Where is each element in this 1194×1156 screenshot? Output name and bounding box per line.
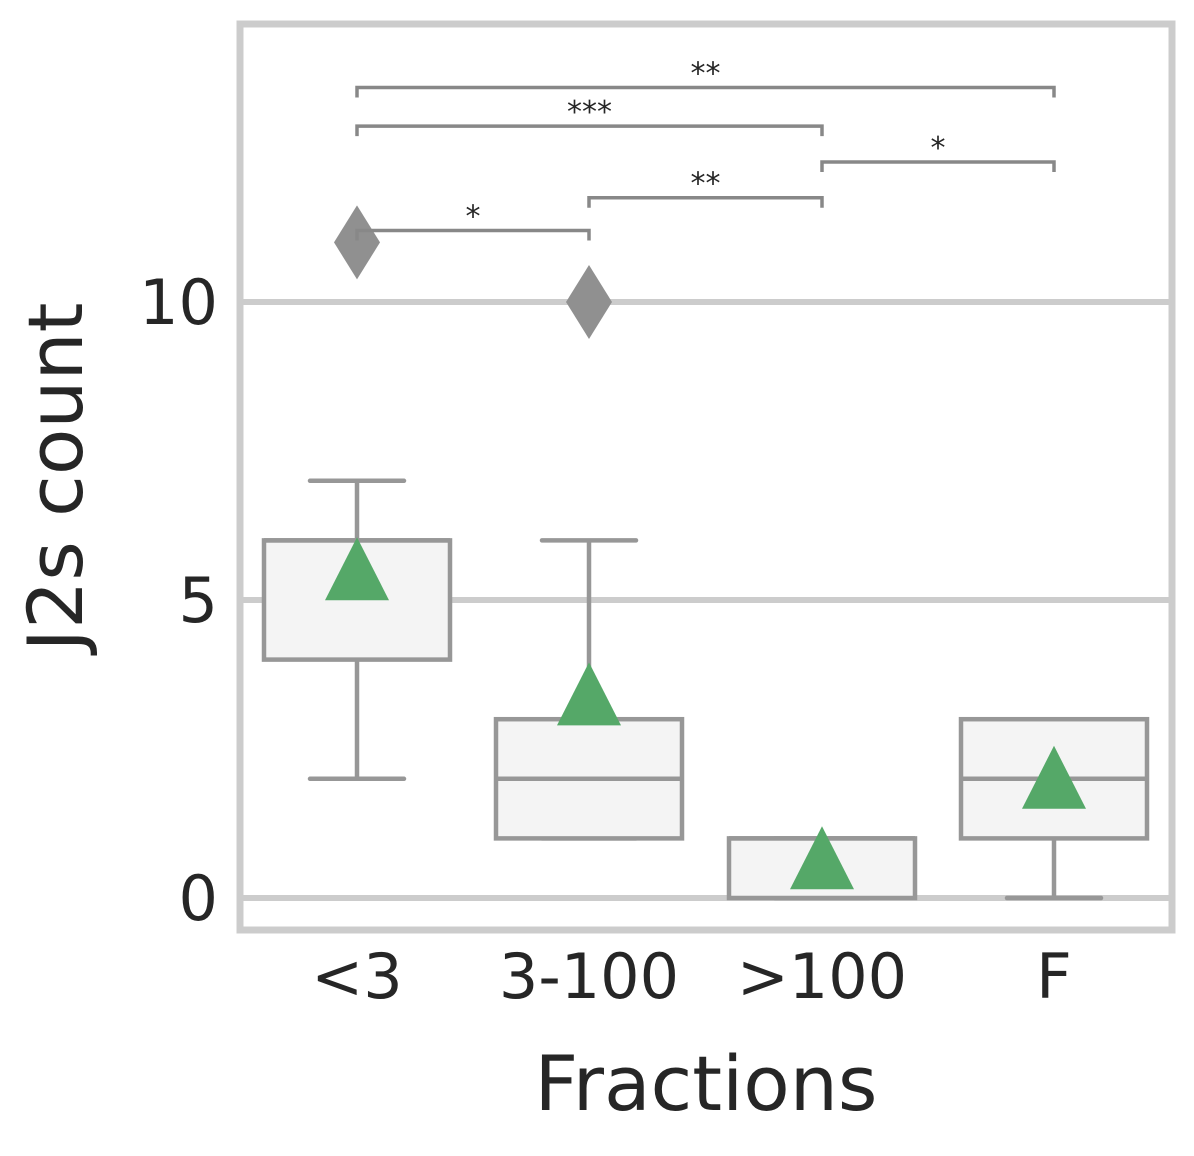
outlier-point — [566, 265, 612, 339]
significance-label: *** — [567, 95, 612, 130]
x-tick-label-2: >100 — [737, 940, 907, 1013]
x-tick-labels: <3 3-100 >100 F — [311, 940, 1072, 1013]
mean-marker — [557, 662, 621, 726]
x-tick-label-1: 3-100 — [499, 940, 679, 1013]
mean-marker — [1022, 745, 1086, 809]
significance-label: ** — [691, 167, 721, 202]
y-tick-label-0: 0 — [179, 862, 218, 935]
significance-label: * — [466, 199, 481, 234]
x-tick-label-0: <3 — [311, 940, 402, 1013]
significance-bracket-0: * — [355, 199, 591, 241]
x-tick-label-3: F — [1036, 940, 1072, 1013]
bracket-line — [355, 124, 824, 137]
y-axis-title: J2s count — [11, 303, 100, 656]
box-group-3 — [958, 716, 1150, 901]
x-axis-title: Fractions — [535, 1039, 878, 1128]
significance-label: ** — [691, 56, 721, 91]
significance-bracket-1: ** — [587, 167, 824, 208]
plot-area: ********* — [261, 56, 1150, 901]
significance-bracket-4: ** — [355, 56, 1056, 98]
y-tick-label-10: 10 — [139, 266, 218, 339]
bracket-line — [355, 85, 1056, 98]
bracket-line — [820, 160, 1056, 172]
box-group-0 — [261, 205, 453, 782]
y-tick-label-5: 5 — [179, 564, 218, 637]
box-group-2 — [726, 826, 918, 901]
plot-frame — [236, 20, 1176, 934]
box-group-1 — [493, 265, 685, 841]
significance-label: * — [931, 131, 946, 166]
significance-bracket-2: * — [820, 131, 1056, 172]
mean-marker — [325, 537, 389, 601]
bracket-line — [355, 228, 591, 241]
outlier-point — [334, 205, 380, 280]
y-tick-labels: 0 5 10 — [139, 266, 218, 935]
bracket-line — [587, 195, 824, 208]
significance-bracket-3: *** — [355, 95, 824, 137]
mean-marker — [790, 826, 854, 890]
